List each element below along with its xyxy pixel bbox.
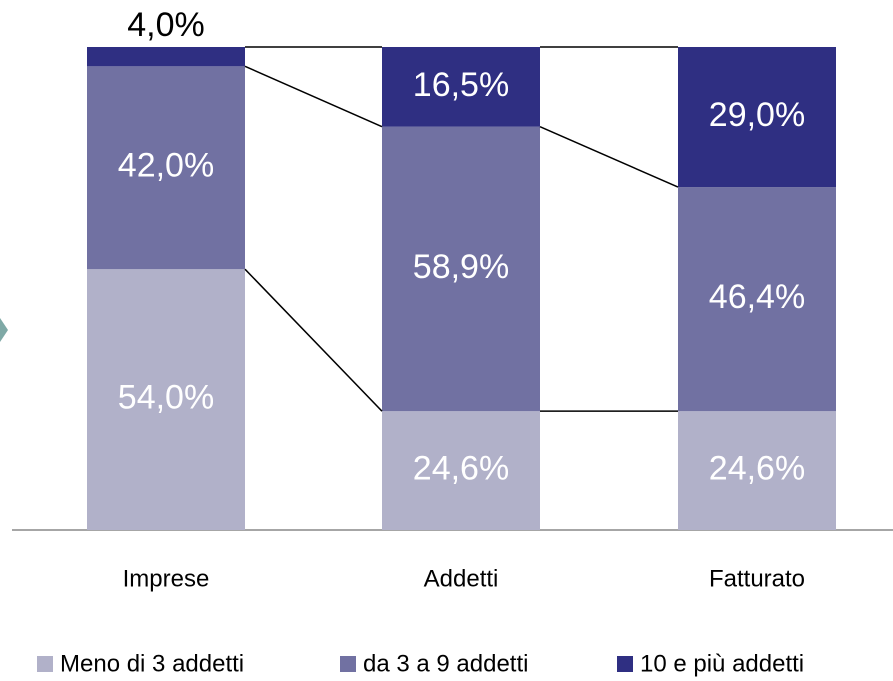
bar-segment [678, 187, 836, 412]
connector-line [539, 126, 679, 188]
value-label: 46,4% [709, 278, 805, 316]
value-label: 16,5% [413, 66, 509, 104]
bar-segment [678, 47, 836, 188]
legend-label: Meno di 3 addetti [60, 650, 244, 677]
value-label: 42,0% [118, 147, 214, 185]
bar-segment [382, 126, 540, 412]
legend-swatch [340, 656, 356, 672]
value-label: 24,6% [709, 450, 805, 488]
value-label: 4,0% [127, 6, 205, 44]
value-label: 29,0% [709, 96, 805, 134]
legend-label: da 3 a 9 addetti [363, 650, 528, 677]
legend-label: 10 e più addetti [640, 650, 804, 677]
legend-swatch [37, 656, 53, 672]
bar-segment [87, 269, 245, 530]
x-tick-label: Addetti [424, 565, 499, 592]
bar-segment [382, 47, 540, 127]
value-label: 58,9% [413, 248, 509, 286]
bar-segment [678, 411, 836, 530]
x-tick-label: Imprese [123, 565, 210, 592]
bar-segment [87, 66, 245, 270]
value-label: 54,0% [118, 379, 214, 417]
connector-line [244, 268, 383, 412]
x-tick-label: Fatturato [709, 565, 805, 592]
value-label: 24,6% [413, 450, 509, 488]
legend-swatch [617, 656, 633, 672]
decor-arrow [0, 318, 8, 342]
connector-line [244, 65, 383, 128]
bar-segment [87, 47, 245, 67]
bar-segment [382, 411, 540, 530]
